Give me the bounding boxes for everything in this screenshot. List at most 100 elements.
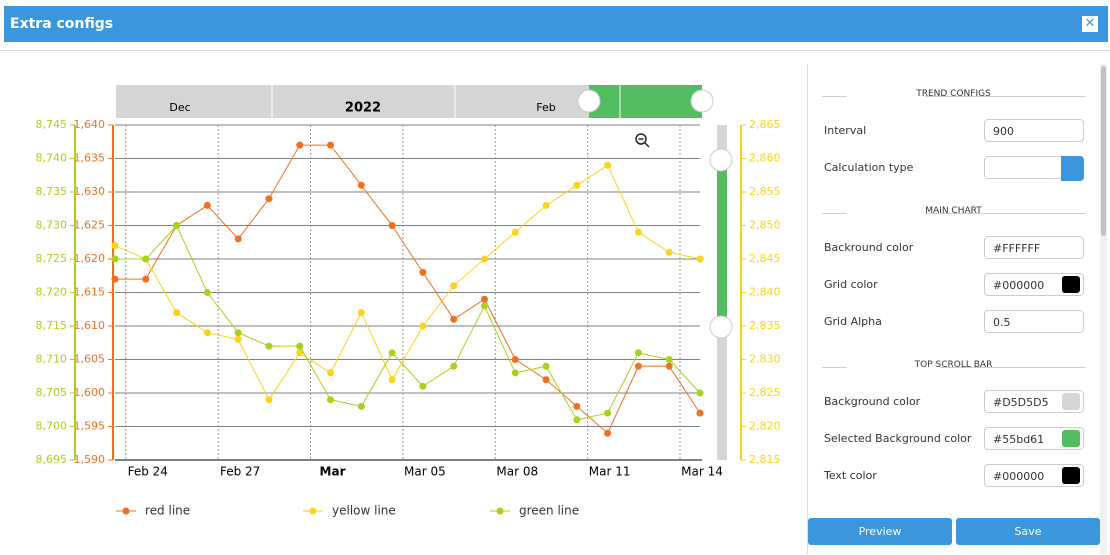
- section-title: MAIN CHART: [822, 206, 1085, 220]
- y-tick-label: 1,605: [74, 353, 106, 366]
- y-tick-label: 8,745: [36, 118, 68, 131]
- side-scroll-selection[interactable]: [717, 160, 727, 327]
- x-tick-label: Mar 14: [681, 465, 723, 479]
- data-point: [511, 369, 519, 377]
- y-tick-label: 1,610: [74, 319, 106, 332]
- input[interactable]: #000000: [984, 464, 1084, 487]
- data-point: [296, 349, 304, 357]
- data-point: [234, 235, 242, 243]
- x-tick-label: Mar: [320, 465, 346, 479]
- section-title: TREND CONFIGS: [822, 89, 1085, 103]
- data-point: [203, 329, 211, 337]
- y-tick-label: 2,820: [749, 420, 781, 433]
- input[interactable]: [984, 156, 1084, 181]
- data-point: [296, 342, 304, 350]
- scroll-handle[interactable]: [577, 89, 601, 113]
- data-point: [665, 356, 673, 363]
- data-point: [388, 222, 396, 229]
- y-tick-label: 1,630: [74, 185, 106, 198]
- legend-marker: [122, 507, 130, 515]
- y-tick-label: 1,625: [74, 219, 106, 232]
- y-tick-label: 2,830: [749, 353, 781, 366]
- data-point: [604, 409, 612, 417]
- y-tick-label: 8,740: [36, 152, 68, 165]
- separator: [0, 50, 1110, 51]
- y-tick-label: 1,635: [74, 152, 106, 165]
- input[interactable]: #55bd61: [984, 427, 1084, 450]
- input[interactable]: #000000: [984, 273, 1084, 296]
- field-label: Text color: [824, 469, 877, 482]
- data-point: [480, 295, 488, 303]
- scroll-handle[interactable]: [709, 148, 733, 172]
- legend-label: red line: [145, 504, 190, 518]
- y-tick-label: 1,595: [74, 420, 106, 433]
- scroll-handle[interactable]: [690, 89, 714, 113]
- input-value: 900: [993, 125, 1014, 138]
- color-swatch: [1062, 393, 1080, 410]
- data-point: [388, 376, 396, 384]
- panel-scrollbar[interactable]: [1100, 64, 1107, 554]
- section-rule: [925, 213, 1085, 214]
- y-tick-label: 2,835: [749, 319, 781, 332]
- data-point: [111, 242, 119, 250]
- y-tick-label: 1,590: [74, 453, 106, 466]
- data-point: [511, 356, 519, 363]
- y-tick-label: 2,865: [749, 118, 781, 131]
- data-point: [357, 402, 365, 410]
- input[interactable]: 900: [984, 119, 1084, 142]
- data-point: [542, 201, 550, 209]
- panel-scroll-thumb[interactable]: [1101, 66, 1106, 236]
- data-point: [573, 416, 581, 424]
- field-label: Background color: [824, 395, 921, 408]
- data-point: [665, 362, 673, 370]
- y-tick-label: 1,600: [74, 386, 106, 399]
- scroll-handle[interactable]: [709, 315, 733, 339]
- y-tick-label: 2,860: [749, 152, 781, 165]
- data-point: [234, 329, 242, 337]
- y-tick-label: 1,620: [74, 252, 106, 265]
- data-point: [542, 376, 550, 384]
- button[interactable]: Preview: [808, 518, 952, 545]
- input[interactable]: #FFFFFF: [984, 236, 1084, 259]
- data-point: [203, 289, 211, 296]
- close-button[interactable]: ✕: [1082, 16, 1098, 32]
- section-rule: [925, 96, 1085, 97]
- y-tick-label: 8,700: [36, 420, 68, 433]
- y-tick-label: 2,855: [749, 185, 781, 198]
- input-value: #FFFFFF: [993, 242, 1041, 255]
- data-point: [173, 309, 181, 317]
- data-point: [265, 396, 273, 404]
- data-point: [573, 181, 581, 189]
- legend-label: yellow line: [332, 504, 396, 518]
- input-value: #000000: [993, 470, 1045, 483]
- button[interactable]: Save: [956, 518, 1100, 545]
- section-rule: [822, 213, 847, 214]
- data-point: [480, 302, 488, 310]
- section-title-text: TOP SCROLL BAR: [914, 360, 993, 370]
- input-value: #000000: [993, 279, 1045, 292]
- y-tick-label: 8,705: [36, 386, 68, 399]
- section-rule: [940, 367, 1085, 368]
- x-tick-label: Feb 24: [128, 465, 168, 479]
- scrollbar-selection[interactable]: [589, 85, 702, 118]
- dropdown-button: [1061, 156, 1084, 181]
- input[interactable]: #D5D5D5: [984, 390, 1084, 413]
- data-point: [696, 409, 704, 417]
- scroll-label: Feb: [536, 101, 555, 114]
- config-panel: TREND CONFIGS Interval 900 Calculation type…: [807, 64, 1100, 554]
- data-point: [419, 382, 427, 390]
- data-point: [634, 349, 642, 357]
- y-tick-label: 8,735: [36, 185, 68, 198]
- field-label: Interval: [824, 124, 867, 137]
- input[interactable]: 0.5: [984, 310, 1084, 333]
- legend-marker: [496, 507, 504, 515]
- field-label: Grid Alpha: [824, 315, 882, 328]
- data-point: [296, 141, 304, 149]
- section-rule: [822, 96, 847, 97]
- zoom-out-icon[interactable]: [635, 133, 650, 148]
- y-tick-label: 2,850: [749, 219, 781, 232]
- y-tick-label: 8,725: [36, 252, 68, 265]
- data-point: [573, 402, 581, 410]
- scroll-label: Dec: [169, 101, 190, 114]
- color-swatch: [1062, 430, 1080, 447]
